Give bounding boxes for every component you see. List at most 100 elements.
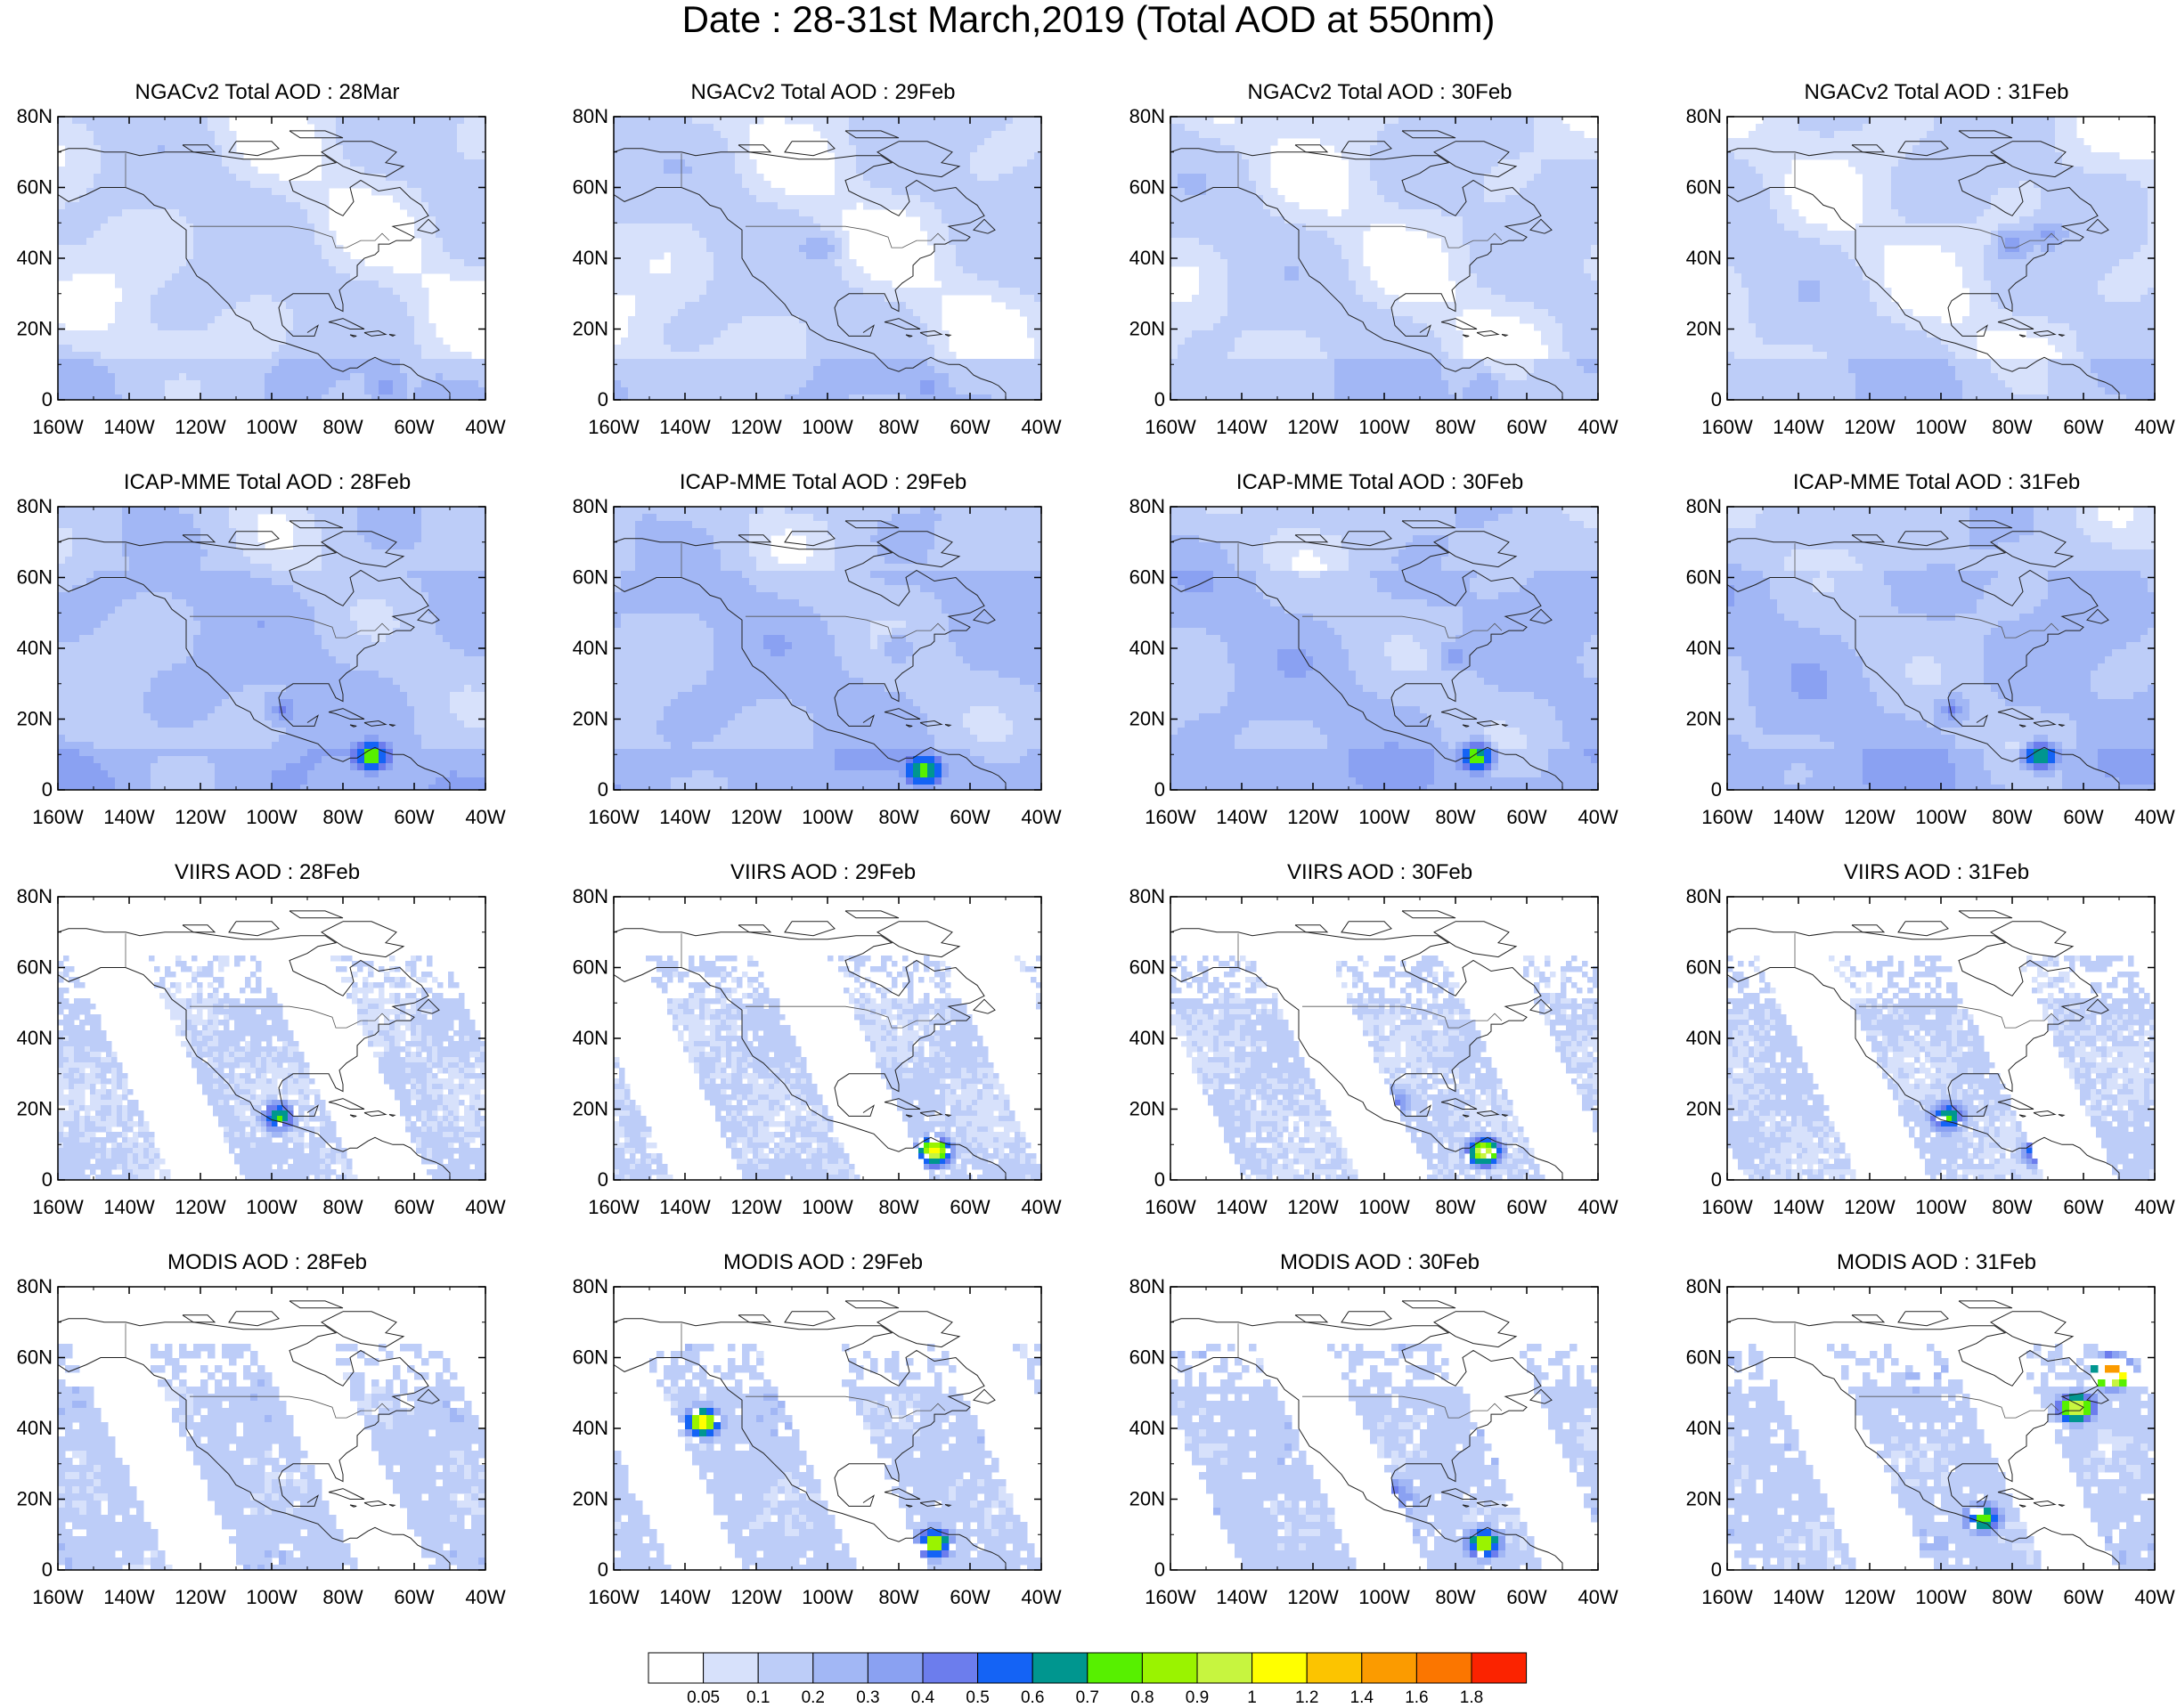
map-plot: 80N 60N 40N 20N 0 160W 140W 120W 100W 80W 60W 40W <box>1129 495 1618 828</box>
lon-tick-label: 160W <box>588 416 640 438</box>
lat-tick-label: 20N <box>1686 1488 1722 1510</box>
lat-tick-label: 80N <box>573 105 608 127</box>
colorbar-label: 0.3 <box>856 1688 879 1707</box>
aod-field <box>614 1287 1041 1570</box>
colorbar-label: 1.8 <box>1460 1688 1483 1707</box>
lon-tick-label: 80W <box>1435 1586 1475 1608</box>
lat-tick-label: 40N <box>1129 247 1165 269</box>
lat-tick-label: 0 <box>1711 1168 1722 1191</box>
lat-tick-label: 40N <box>573 1417 608 1439</box>
lat-tick-label: 60N <box>573 1346 608 1369</box>
lon-tick-label: 80W <box>878 1586 918 1608</box>
lat-tick-label: 60N <box>1129 176 1165 199</box>
lon-tick-label: 100W <box>1358 806 1410 828</box>
map-plot: 80N 60N 40N 20N 0 160W 140W 120W 100W 80W 60W 40W <box>573 1275 1062 1608</box>
panel-title: ICAP-MME Total AOD : 30Feb <box>1113 471 1647 494</box>
lat-tick-label: 80N <box>1686 495 1722 517</box>
lat-tick-label: 80N <box>1129 885 1165 907</box>
lon-tick-label: 160W <box>1701 806 1753 828</box>
colorbar-label: 0.6 <box>1021 1688 1044 1707</box>
lon-tick-label: 160W <box>1701 1196 1753 1218</box>
lon-tick-label: 40W <box>1021 806 1061 828</box>
map-plot: 80N 60N 40N 20N 0 160W 140W 120W 100W 80W 60W 40W <box>17 495 506 828</box>
lat-tick-label: 60N <box>1129 566 1165 589</box>
lat-tick-label: 60N <box>1129 1346 1165 1369</box>
lon-tick-label: 100W <box>1358 416 1410 438</box>
panel-title: ICAP-MME Total AOD : 31Feb <box>1669 471 2177 494</box>
lat-tick-label: 20N <box>1686 318 1722 340</box>
lat-tick-label: 40N <box>17 1027 53 1049</box>
lat-tick-label: 0 <box>1154 1558 1165 1581</box>
lat-tick-label: 20N <box>17 1098 53 1120</box>
lon-tick-label: 60W <box>950 416 990 438</box>
colorbar-label: 1.2 <box>1295 1688 1318 1707</box>
colorbar-box <box>1471 1652 1528 1684</box>
map-panel-ngacv2-1: NGACv2 Total AOD : 28Mar 80N 60N 40N 20N 0 160… <box>0 81 534 455</box>
colorbar-label: 0.4 <box>911 1688 935 1707</box>
lon-tick-label: 60W <box>950 1196 990 1218</box>
aod-field <box>1170 507 1598 790</box>
lat-tick-label: 0 <box>1711 388 1722 411</box>
panel-title: MODIS AOD : 30Feb <box>1113 1251 1647 1274</box>
coastline <box>1727 1300 2120 1570</box>
colorbar-box <box>1361 1652 1417 1684</box>
colorbar-label: 0.1 <box>746 1688 770 1707</box>
map-panel-ngacv2-4: NGACv2 Total AOD : 31Feb 80N 60N 40N 20N 0 160… <box>1669 81 2177 455</box>
colorbar-label: 0.8 <box>1130 1688 1154 1707</box>
coastline <box>1170 910 1563 1180</box>
colorbar-box <box>1252 1652 1308 1684</box>
lat-tick-label: 80N <box>1686 885 1722 907</box>
lon-tick-label: 80W <box>1992 806 2032 828</box>
lon-tick-label: 140W <box>1216 806 1268 828</box>
lat-tick-label: 0 <box>598 1558 608 1581</box>
lon-tick-label: 80W <box>322 1586 363 1608</box>
lon-tick-label: 120W <box>175 806 226 828</box>
lon-tick-label: 120W <box>175 1196 226 1218</box>
lon-tick-label: 40W <box>465 1586 505 1608</box>
map-panel-icap-mme-3: ICAP-MME Total AOD : 30Feb 80N 60N 40N 20N 0 1… <box>1113 471 1647 845</box>
lon-tick-label: 140W <box>103 1586 155 1608</box>
lon-tick-label: 120W <box>1287 806 1339 828</box>
lon-tick-label: 60W <box>950 1586 990 1608</box>
lon-tick-label: 60W <box>1506 1196 1546 1218</box>
lat-tick-label: 60N <box>1686 566 1722 589</box>
lon-tick-label: 100W <box>802 806 853 828</box>
lat-tick-label: 80N <box>1686 105 1722 127</box>
lat-tick-label: 80N <box>17 1275 53 1297</box>
map-plot: 80N 60N 40N 20N 0 160W 140W 120W 100W 80W 60W 40W <box>1686 105 2175 438</box>
lat-tick-label: 0 <box>1154 388 1165 411</box>
map-panel-viirs-2: VIIRS AOD : 29Feb 80N 60N 40N 20N 0 160W 140W 12… <box>556 861 1090 1235</box>
lon-tick-label: 60W <box>1506 416 1546 438</box>
colorbar-box <box>867 1652 924 1684</box>
lat-tick-label: 80N <box>573 495 608 517</box>
lat-tick-label: 60N <box>1686 956 1722 979</box>
lat-tick-label: 40N <box>17 247 53 269</box>
colorbar-box <box>648 1652 705 1684</box>
lat-tick-label: 80N <box>17 885 53 907</box>
lon-tick-label: 100W <box>246 806 298 828</box>
lat-tick-label: 20N <box>1129 1098 1165 1120</box>
panel-title: ICAP-MME Total AOD : 28Feb <box>0 471 534 494</box>
aod-field <box>614 897 1041 1180</box>
aod-field <box>1170 1287 1598 1570</box>
map-plot: 80N 60N 40N 20N 0 160W 140W 120W 100W 80W 60W 40W <box>17 105 506 438</box>
lat-tick-label: 0 <box>42 1558 53 1581</box>
lon-tick-label: 160W <box>1145 806 1196 828</box>
colorbar-label: 1 <box>1247 1688 1257 1707</box>
lat-tick-label: 0 <box>1154 778 1165 801</box>
coastline <box>1170 130 1563 400</box>
lat-tick-label: 20N <box>573 1098 608 1120</box>
map-panel-modis-3: MODIS AOD : 30Feb 80N 60N 40N 20N 0 160W 140W 12… <box>1113 1251 1647 1625</box>
colorbar-label: 0.5 <box>966 1688 989 1707</box>
coastline <box>614 1300 1007 1570</box>
lat-tick-label: 0 <box>1154 1168 1165 1191</box>
aod-field <box>614 117 1041 400</box>
lon-tick-label: 100W <box>1358 1586 1410 1608</box>
lat-tick-label: 0 <box>598 1168 608 1191</box>
lat-tick-label: 80N <box>1129 495 1165 517</box>
colorbar-label: 0.7 <box>1076 1688 1099 1707</box>
lon-tick-label: 80W <box>322 806 363 828</box>
colorbar-box <box>757 1652 814 1684</box>
lon-tick-label: 40W <box>465 806 505 828</box>
aod-field <box>58 897 485 1180</box>
